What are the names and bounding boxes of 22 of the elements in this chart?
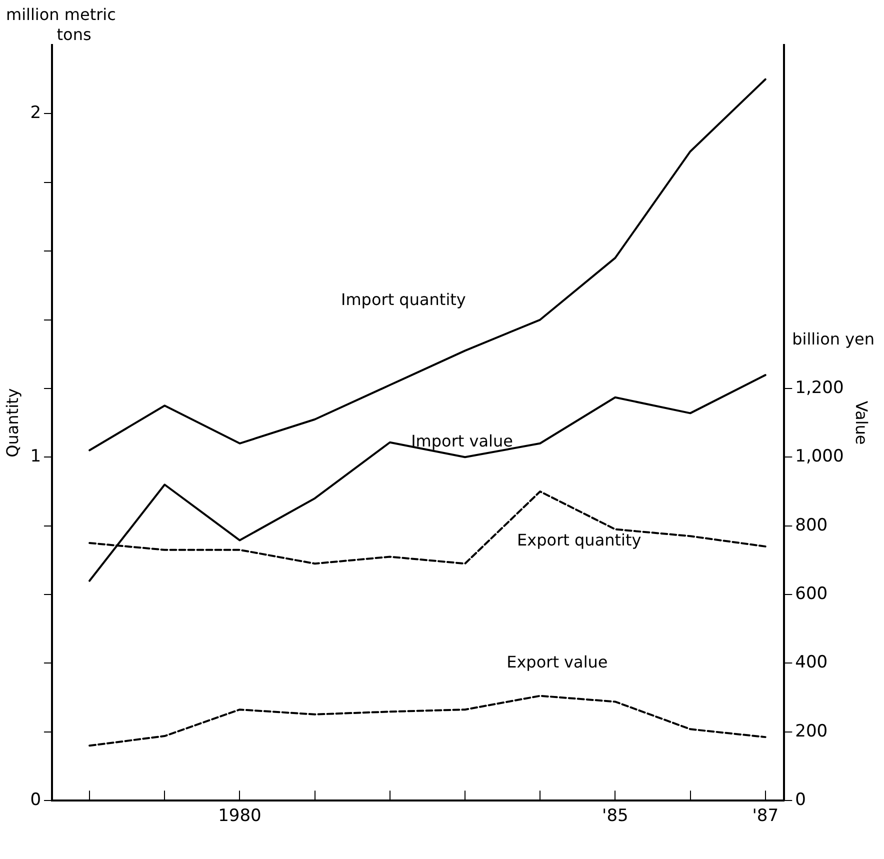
y2-axis-title: Value	[852, 400, 872, 445]
text: million metric tons	[6, 5, 116, 44]
y2-tick-label: 1,200	[795, 378, 844, 398]
x-tick-label: '85	[602, 806, 628, 826]
x-tick-label: '87	[752, 806, 779, 826]
y2-tick-label: 800	[795, 515, 828, 536]
x-tick-label: 1980	[218, 806, 262, 826]
series-label: Import value	[411, 432, 513, 451]
y-tick-label: 0	[30, 790, 42, 810]
y-tick-label: 2	[30, 103, 42, 124]
y2-tick-label: 600	[795, 584, 828, 604]
text: Import quantity	[340, 290, 466, 309]
y2-tick-label: 200	[795, 721, 828, 742]
y-axis-title: Quantity	[2, 388, 22, 458]
y2-tick-label: 1,000	[795, 446, 844, 467]
y-tick-label: 1	[30, 446, 42, 467]
series-label: Export quantity	[517, 530, 642, 550]
y2-tick-label: 0	[795, 790, 806, 810]
line-series	[88, 694, 766, 747]
text: billion yen	[792, 330, 875, 349]
y2-tick-label: 400	[795, 652, 828, 673]
series-label: Export value	[506, 652, 608, 672]
